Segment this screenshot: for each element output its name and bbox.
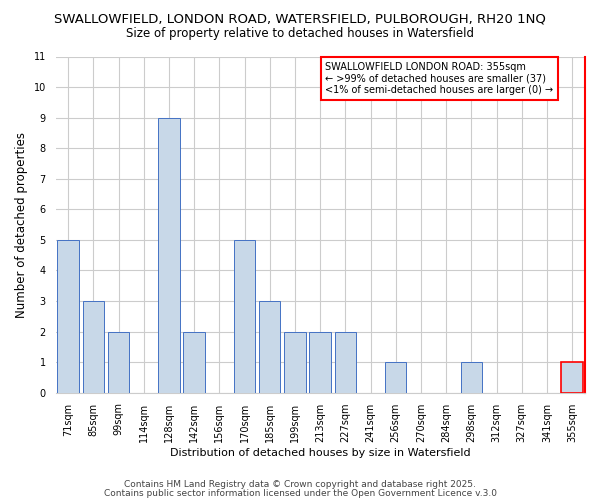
Bar [259, 301, 280, 392]
Bar [83, 301, 104, 392]
Bar [310, 332, 331, 392]
Text: Contains HM Land Registry data © Crown copyright and database right 2025.: Contains HM Land Registry data © Crown c… [124, 480, 476, 489]
Text: SWALLOWFIELD, LONDON ROAD, WATERSFIELD, PULBOROUGH, RH20 1NQ: SWALLOWFIELD, LONDON ROAD, WATERSFIELD, … [54, 12, 546, 26]
Y-axis label: Number of detached properties: Number of detached properties [15, 132, 28, 318]
X-axis label: Distribution of detached houses by size in Watersfield: Distribution of detached houses by size … [170, 448, 470, 458]
Bar [335, 332, 356, 392]
Bar [562, 362, 583, 392]
Bar [234, 240, 255, 392]
Bar [385, 362, 406, 392]
Bar [284, 332, 305, 392]
Bar [158, 118, 179, 392]
Bar [184, 332, 205, 392]
Text: SWALLOWFIELD LONDON ROAD: 355sqm
← >99% of detached houses are smaller (37)
<1% : SWALLOWFIELD LONDON ROAD: 355sqm ← >99% … [325, 62, 554, 94]
Text: Contains public sector information licensed under the Open Government Licence v.: Contains public sector information licen… [104, 489, 497, 498]
Bar [58, 240, 79, 392]
Bar [108, 332, 129, 392]
Bar [461, 362, 482, 392]
Text: Size of property relative to detached houses in Watersfield: Size of property relative to detached ho… [126, 28, 474, 40]
